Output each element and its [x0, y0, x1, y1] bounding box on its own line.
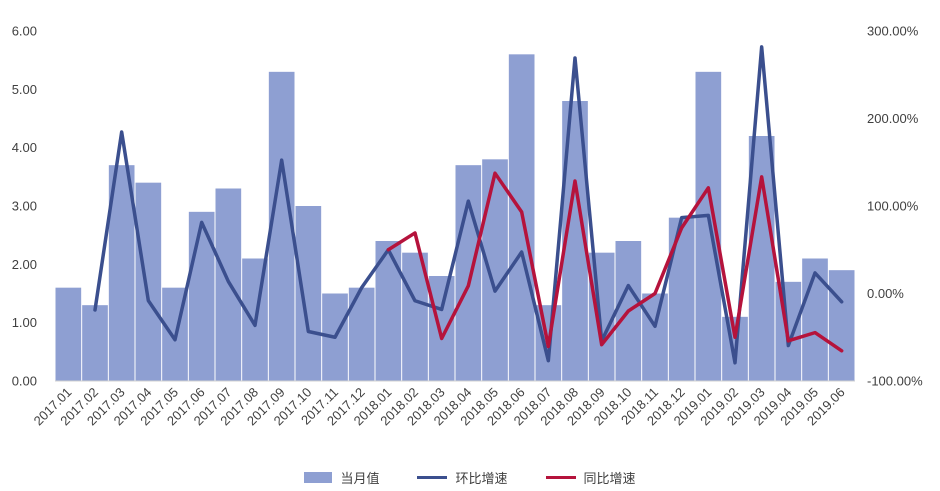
bar-2018.05: [482, 159, 508, 381]
right-tick-label: 300.00%: [867, 24, 919, 39]
right-tick-label: 100.00%: [867, 199, 919, 214]
legend: 当月值 环比增速 同比增速: [0, 466, 940, 488]
bar-2019.01: [695, 71, 722, 381]
bar-2018.12: [668, 217, 695, 381]
x-axis-ticks: 2017.012017.022017.032017.042017.052017.…: [31, 385, 848, 429]
bar-2019.06: [828, 270, 855, 381]
legend-label-monthly: 当月值: [340, 471, 380, 487]
bar-2018.03: [428, 276, 455, 381]
legend-swatch-monthly: [304, 471, 333, 483]
left-tick-label: 5.00: [12, 82, 37, 97]
legend-item-yoy: 同比增速: [545, 468, 636, 487]
legend-item-mom: 环比增速: [417, 468, 508, 487]
left-tick-label: 4.00: [12, 140, 37, 155]
line-yoy-growth: [386, 171, 844, 353]
right-tick-label: 200.00%: [867, 111, 919, 126]
bar-2017.02: [82, 305, 108, 381]
line-series: [93, 45, 844, 365]
left-tick-label: 2.00: [12, 257, 37, 272]
bar-2018.04: [455, 165, 482, 381]
legend-item-monthly: 当月值: [304, 468, 379, 487]
right-tick-label: -100.00%: [867, 374, 923, 389]
bar-2017.03: [108, 165, 135, 381]
left-tick-label: 0.00: [12, 374, 37, 389]
legend-swatch-yoy: [545, 475, 576, 479]
legend-swatch-mom: [417, 475, 448, 479]
left-tick-label: 6.00: [12, 24, 37, 39]
legend-label-mom: 环比增速: [455, 471, 508, 487]
right-tick-label: 0.00%: [867, 286, 904, 301]
legend-label-yoy: 同比增速: [583, 471, 636, 487]
line-mom-growth: [93, 45, 844, 365]
left-axis-ticks: 0.00 1.00 2.00 3.00 4.00 5.00 6.00: [12, 24, 37, 389]
bar-2017.01: [55, 287, 82, 381]
bar-2017.10: [295, 206, 322, 381]
bar-2017.04: [135, 182, 162, 381]
bar-2018.11: [642, 293, 668, 381]
bar-2018.02: [402, 252, 428, 381]
left-tick-label: 1.00: [12, 315, 37, 330]
left-tick-label: 3.00: [12, 199, 37, 214]
right-axis-ticks: -100.00% 0.00% 100.00% 200.00% 300.00%: [867, 24, 923, 389]
bar-2019.05: [802, 258, 828, 381]
bar-2018.09: [588, 252, 615, 381]
bar-2017.06: [188, 211, 215, 381]
